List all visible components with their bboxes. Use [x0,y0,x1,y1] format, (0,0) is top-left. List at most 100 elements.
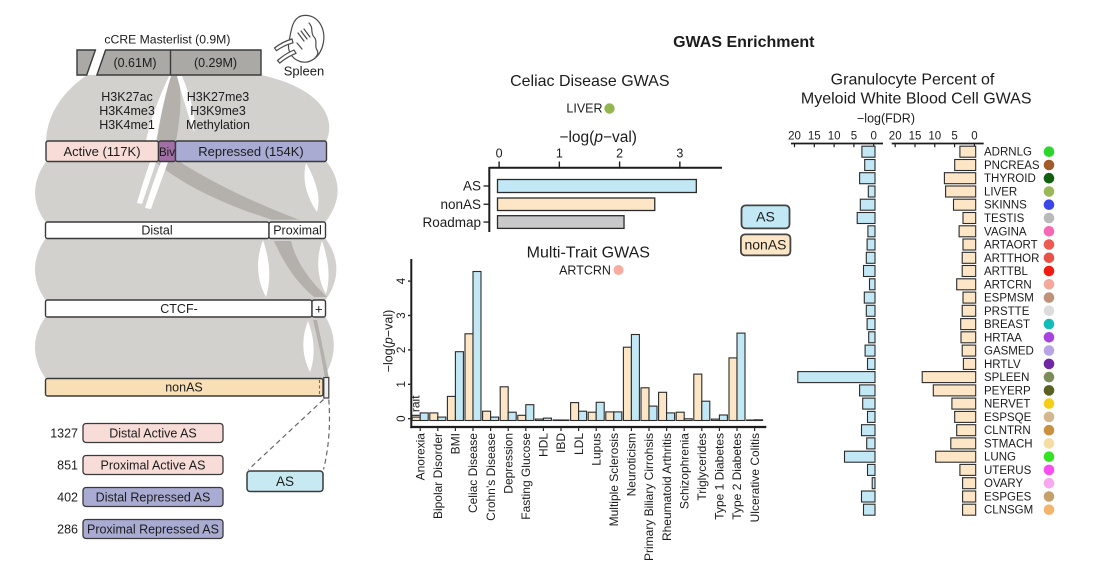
svg-text:UTERUS: UTERUS [984,465,1032,477]
svg-text:15: 15 [909,131,922,143]
svg-text:Distal: Distal [141,224,172,238]
svg-text:ESPGES: ESPGES [984,492,1032,504]
svg-text:286: 286 [57,522,78,536]
svg-text:+: + [315,302,323,317]
svg-text:Repressed (154K): Repressed (154K) [198,144,304,159]
svg-text:Triglycerides: Triglycerides [695,433,709,501]
svg-text:cCRE Masterlist (0.9M): cCRE Masterlist (0.9M) [104,33,230,47]
svg-text:Proximal Active AS: Proximal Active AS [101,458,206,472]
svg-text:3: 3 [396,312,408,318]
svg-text:PRSTTE: PRSTTE [984,306,1030,318]
svg-text:Proximal Repressed AS: Proximal Repressed AS [87,522,219,536]
svg-text:nonAS: nonAS [744,236,786,252]
svg-text:CLNTRN: CLNTRN [984,425,1031,437]
svg-text:402: 402 [57,490,78,504]
svg-text:ARTTBL: ARTTBL [984,266,1028,278]
svg-text:Myeloid White Blood Cell GWAS: Myeloid White Blood Cell GWAS [801,91,1032,108]
svg-text:0: 0 [496,147,503,161]
svg-text:−log(p−val): −log(p−val) [382,310,396,373]
svg-text:nonAS: nonAS [165,381,203,395]
svg-text:Anorexia: Anorexia [413,433,427,481]
svg-text:Type 1 Diabetes: Type 1 Diabetes [713,433,727,520]
svg-text:(0.29M): (0.29M) [194,56,237,70]
svg-text:H3K27me3: H3K27me3 [187,90,250,104]
svg-text:Biv: Biv [159,147,175,159]
svg-text:Multiple Sclerosis: Multiple Sclerosis [607,433,621,526]
svg-text:THYROID: THYROID [984,173,1036,185]
svg-text:ARTAORT: ARTAORT [984,240,1038,252]
svg-text:15: 15 [808,131,821,143]
svg-text:Roadmap: Roadmap [422,215,481,230]
svg-text:Primary Biliary Cirrohsis: Primary Biliary Cirrohsis [642,433,656,561]
svg-text:GASMED: GASMED [984,346,1034,358]
svg-text:HDL: HDL [537,433,551,457]
svg-text:Celiac Disease: Celiac Disease [466,433,480,513]
svg-text:0: 0 [971,131,977,143]
svg-text:CLNSGM: CLNSGM [984,505,1033,517]
svg-text:5: 5 [951,131,957,143]
svg-text:Granulocyte Percent of: Granulocyte Percent of [831,72,995,89]
svg-text:CTCF-: CTCF- [160,302,198,316]
svg-text:LUNG: LUNG [984,452,1016,464]
svg-text:PEYERP: PEYERP [984,385,1031,397]
svg-text:Distal Repressed AS: Distal Repressed AS [96,490,211,504]
svg-text:0: 0 [870,131,876,143]
svg-text:Lupus: Lupus [589,433,603,466]
svg-text:HRTAA: HRTAA [984,332,1022,344]
svg-text:10: 10 [928,131,941,143]
svg-text:GWAS Enrichment: GWAS Enrichment [673,34,815,51]
svg-text:LDL: LDL [572,433,586,455]
svg-text:Schizophrenia: Schizophrenia [677,433,691,509]
svg-text:2: 2 [396,347,408,353]
svg-text:Fasting Glucose: Fasting Glucose [519,433,533,520]
svg-text:HRTLV: HRTLV [984,359,1021,371]
svg-text:PNCREAS: PNCREAS [984,160,1040,172]
svg-text:20: 20 [889,131,902,143]
svg-text:ESPSQE: ESPSQE [984,412,1032,424]
svg-text:4: 4 [396,277,408,284]
svg-text:ARTCRN: ARTCRN [984,279,1032,291]
svg-text:Ulcerative Colitis: Ulcerative Colitis [748,433,762,522]
svg-text:1: 1 [556,147,563,161]
svg-text:H3K27ac: H3K27ac [101,90,152,104]
svg-text:−log(p−val): −log(p−val) [559,129,637,146]
svg-text:Trait: Trait [409,395,423,419]
svg-text:nonAS: nonAS [440,197,481,212]
svg-text:OVARY: OVARY [984,478,1024,490]
svg-text:Rheumatoid Arthritis: Rheumatoid Arthritis [660,433,674,541]
svg-text:AS: AS [276,474,294,489]
svg-text:AS: AS [463,179,481,194]
svg-text:2: 2 [616,147,623,161]
svg-text:VAGINA: VAGINA [984,226,1027,238]
svg-text:Spleen: Spleen [284,64,324,79]
svg-text:Bipolar Disorder: Bipolar Disorder [431,433,445,519]
svg-text:TESTIS: TESTIS [984,213,1025,225]
svg-text:Proximal: Proximal [273,224,322,238]
svg-text:5: 5 [851,131,857,143]
svg-text:LIVER: LIVER [984,187,1017,199]
svg-text:Celiac Disease GWAS: Celiac Disease GWAS [510,73,669,90]
svg-text:Active (117K): Active (117K) [63,144,140,159]
svg-text:(0.61M): (0.61M) [113,56,156,70]
svg-text:Methylation: Methylation [186,118,250,132]
svg-text:0: 0 [396,415,408,421]
svg-text:851: 851 [57,458,78,472]
svg-text:Neuroticism: Neuroticism [625,433,639,496]
svg-text:BMI: BMI [449,433,463,454]
svg-text:H3K4me3: H3K4me3 [99,104,155,118]
svg-text:AS: AS [756,208,775,224]
svg-text:ADRNLG: ADRNLG [984,147,1032,159]
svg-text:ARTCRN: ARTCRN [559,264,611,278]
svg-text:1327: 1327 [50,426,78,440]
svg-text:STMACH: STMACH [984,438,1033,450]
svg-text:SPLEEN: SPLEEN [984,372,1029,384]
svg-text:SKINNS: SKINNS [984,200,1027,212]
svg-text:NERVET: NERVET [984,399,1030,411]
svg-text:Type 2 Diabetes: Type 2 Diabetes [730,433,744,520]
svg-text:H3K4me1: H3K4me1 [99,118,155,132]
svg-text:−log(FDR): −log(FDR) [857,112,915,126]
svg-text:ARTTHOR: ARTTHOR [984,253,1039,265]
svg-text:Multi-Trait GWAS: Multi-Trait GWAS [527,245,650,262]
svg-text:ESPMSM: ESPMSM [984,293,1034,305]
svg-text:BREAST: BREAST [984,319,1030,331]
